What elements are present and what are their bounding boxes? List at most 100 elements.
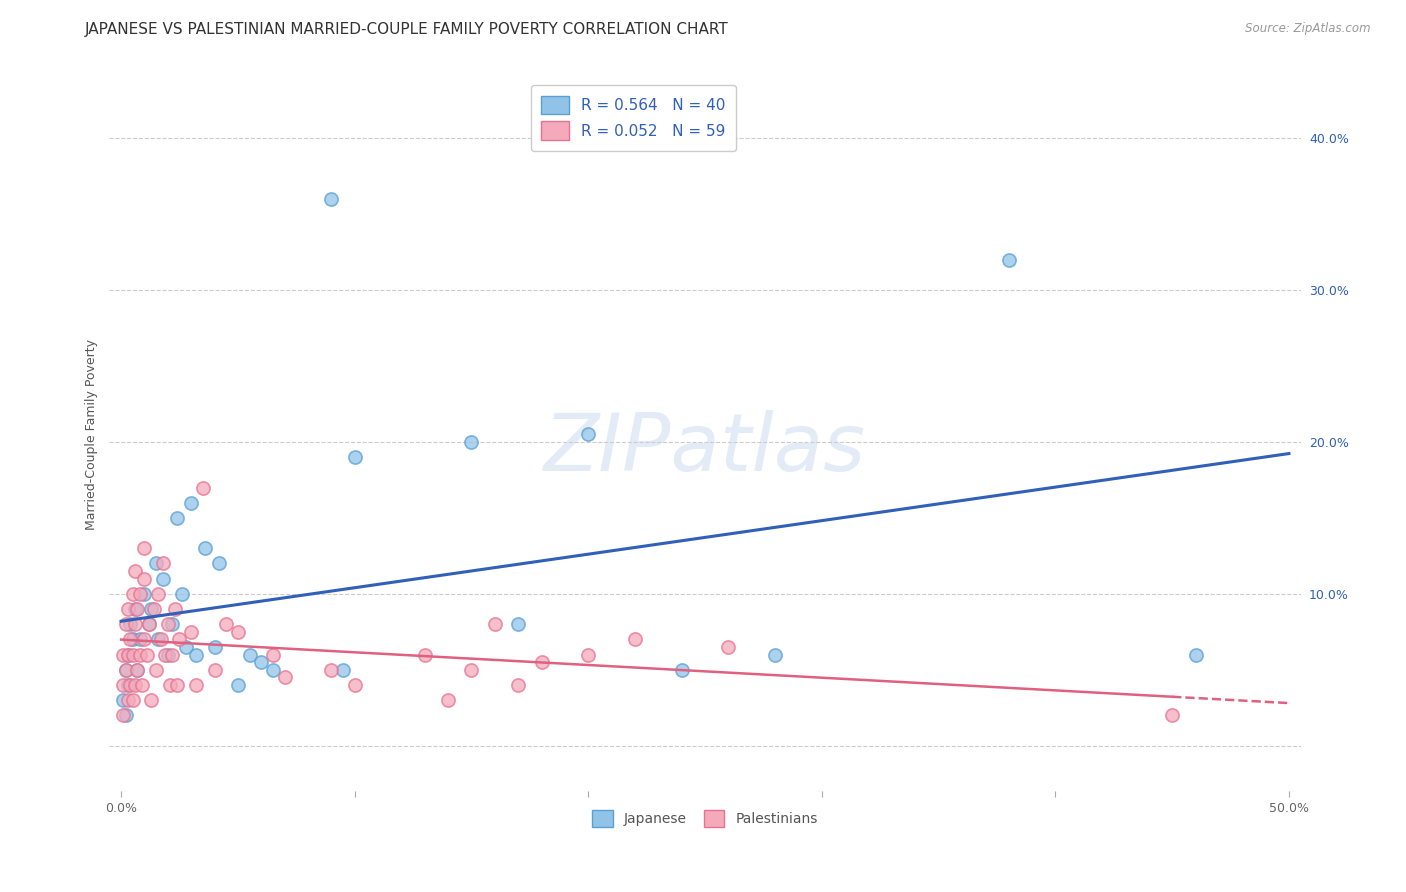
Point	[343, 678, 366, 692]
Point	[204, 640, 226, 654]
Point	[250, 655, 273, 669]
Point	[413, 648, 436, 662]
Point	[238, 648, 260, 662]
Point	[121, 648, 143, 662]
Point	[141, 602, 163, 616]
Point	[262, 648, 284, 662]
Y-axis label: Married-Couple Family Poverty: Married-Couple Family Poverty	[86, 339, 98, 530]
Text: Source: ZipAtlas.com: Source: ZipAtlas.com	[1246, 22, 1371, 36]
Point	[484, 617, 506, 632]
Point	[149, 632, 172, 647]
Point	[128, 587, 150, 601]
Point	[332, 663, 354, 677]
Point	[162, 648, 184, 662]
Point	[170, 587, 193, 601]
Point	[1161, 708, 1184, 723]
Point	[576, 648, 599, 662]
Point	[155, 648, 177, 662]
Point	[112, 708, 135, 723]
Point	[460, 663, 482, 677]
Point	[114, 663, 136, 677]
Point	[624, 632, 647, 647]
Point	[117, 648, 139, 662]
Point	[148, 632, 170, 647]
Point	[437, 693, 460, 707]
Point	[169, 632, 191, 647]
Text: JAPANESE VS PALESTINIAN MARRIED-COUPLE FAMILY POVERTY CORRELATION CHART: JAPANESE VS PALESTINIAN MARRIED-COUPLE F…	[84, 22, 728, 37]
Point	[208, 557, 231, 571]
Point	[145, 663, 167, 677]
Point	[134, 541, 156, 556]
Point	[180, 624, 202, 639]
Point	[194, 541, 217, 556]
Point	[508, 617, 530, 632]
Point	[1184, 648, 1206, 662]
Point	[117, 602, 139, 616]
Point	[226, 624, 249, 639]
Point	[134, 572, 156, 586]
Point	[343, 450, 366, 464]
Point	[184, 648, 207, 662]
Point	[127, 663, 149, 677]
Point	[508, 678, 530, 692]
Point	[120, 678, 142, 692]
Point	[763, 648, 786, 662]
Point	[166, 511, 188, 525]
Point	[215, 617, 238, 632]
Point	[530, 655, 553, 669]
Point	[180, 496, 202, 510]
Point	[148, 587, 170, 601]
Point	[142, 602, 165, 616]
Point	[135, 648, 157, 662]
Point	[117, 678, 139, 692]
Point	[121, 587, 143, 601]
Point	[273, 670, 295, 684]
Point	[138, 617, 160, 632]
Point	[262, 663, 284, 677]
Point	[124, 617, 146, 632]
Point	[134, 632, 156, 647]
Point	[671, 663, 693, 677]
Point	[114, 708, 136, 723]
Point	[163, 602, 186, 616]
Point	[121, 693, 143, 707]
Point	[120, 632, 142, 647]
Point	[156, 648, 179, 662]
Point	[152, 557, 174, 571]
Point	[141, 693, 163, 707]
Point	[127, 602, 149, 616]
Point	[184, 678, 207, 692]
Point	[145, 557, 167, 571]
Legend: Japanese, Palestinians: Japanese, Palestinians	[585, 804, 825, 834]
Point	[159, 678, 181, 692]
Point	[124, 602, 146, 616]
Point	[321, 192, 343, 206]
Point	[121, 632, 143, 647]
Text: ZIPatlas: ZIPatlas	[544, 409, 866, 488]
Point	[717, 640, 740, 654]
Point	[156, 617, 179, 632]
Point	[117, 648, 139, 662]
Point	[112, 693, 135, 707]
Point	[321, 663, 343, 677]
Point	[127, 663, 149, 677]
Point	[112, 678, 135, 692]
Point	[997, 252, 1019, 267]
Point	[128, 648, 150, 662]
Point	[117, 693, 139, 707]
Point	[112, 648, 135, 662]
Point	[120, 617, 142, 632]
Point	[128, 632, 150, 647]
Point	[204, 663, 226, 677]
Point	[162, 617, 184, 632]
Point	[460, 434, 482, 449]
Point	[124, 678, 146, 692]
Point	[138, 617, 160, 632]
Point	[124, 564, 146, 578]
Point	[226, 678, 249, 692]
Point	[166, 678, 188, 692]
Point	[114, 663, 136, 677]
Point	[152, 572, 174, 586]
Point	[134, 587, 156, 601]
Point	[191, 481, 214, 495]
